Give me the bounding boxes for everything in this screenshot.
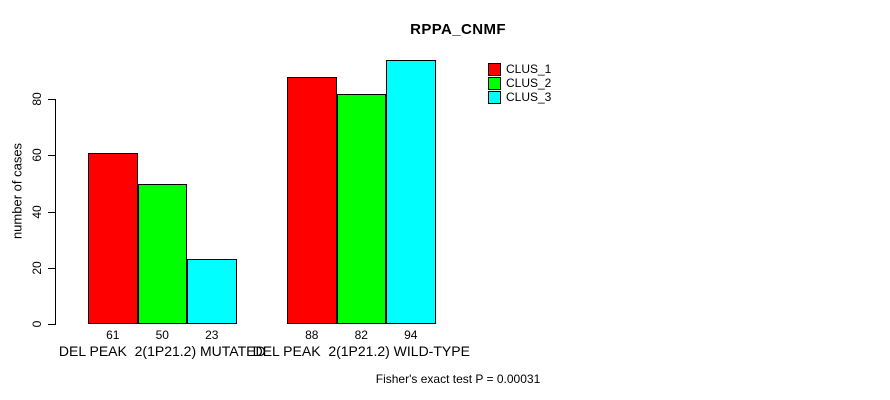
y-tick (48, 99, 55, 101)
bar-value-label: 61 (106, 328, 120, 342)
bar-value-label: 94 (404, 328, 418, 342)
bar (137, 183, 187, 324)
bar (386, 59, 436, 324)
y-tick-label: 80 (30, 92, 44, 106)
y-tick-label: 20 (30, 261, 44, 275)
legend-label: CLUS_2 (506, 76, 552, 90)
bar (88, 152, 138, 324)
stat-annotation: Fisher's exact test P = 0.00031 (375, 372, 541, 386)
bar (336, 93, 386, 324)
legend-item: CLUS_3 (488, 90, 551, 104)
legend-label: CLUS_1 (506, 62, 552, 76)
legend: CLUS_1 CLUS_2 CLUS_3 (488, 62, 551, 104)
bar-value-label: 82 (354, 328, 368, 342)
y-tick-label: 0 (30, 320, 44, 328)
y-tick-label: 40 (30, 204, 44, 219)
legend-item: CLUS_2 (488, 76, 551, 90)
bar-value-label: 23 (205, 328, 219, 342)
x-category-label: DEL PEAK 2(1P21.2) MUTATED (58, 343, 266, 359)
bar-value-label: 88 (305, 328, 319, 342)
y-tick-label: 60 (30, 148, 44, 163)
chart-title: RPPA_CNMF (410, 21, 506, 38)
bar (287, 76, 337, 324)
legend-swatch (488, 62, 501, 76)
legend-label: CLUS_3 (506, 90, 552, 104)
bar-value-label: 50 (155, 328, 169, 342)
bar (187, 259, 237, 324)
legend-swatch (488, 76, 501, 90)
y-tick (48, 211, 55, 213)
legend-swatch (488, 90, 501, 104)
y-tick (48, 324, 55, 325)
y-tick (48, 155, 55, 157)
legend-item: CLUS_1 (488, 62, 551, 76)
y-tick (48, 267, 55, 269)
y-axis-title: number of cases (9, 142, 25, 240)
x-category-label: DEL PEAK 2(1P21.2) WILD-TYPE (252, 343, 470, 359)
y-axis-line (55, 99, 56, 325)
